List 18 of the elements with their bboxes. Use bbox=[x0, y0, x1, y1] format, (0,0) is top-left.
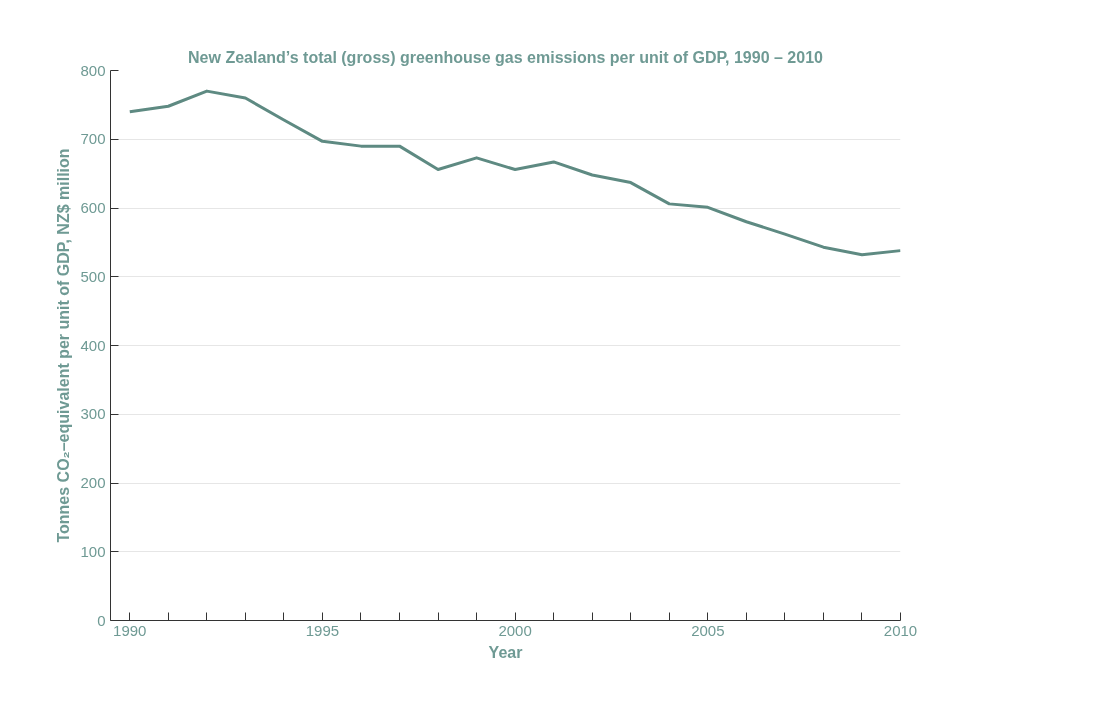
y-tick-label: 800 bbox=[80, 61, 106, 79]
y-tick-label: 700 bbox=[80, 130, 106, 148]
chart-title: New Zealand’s total (gross) greenhouse gas emissions per unit of GDP, 1990 – 2010 bbox=[188, 48, 824, 66]
y-tick-label: 200 bbox=[80, 474, 106, 491]
y-tick-label: 400 bbox=[80, 336, 106, 354]
x-tick-label: 2005 bbox=[691, 621, 725, 639]
y-tick-label: 300 bbox=[80, 405, 106, 423]
y-tick-label: 0 bbox=[97, 611, 106, 629]
x-tick-label: 2010 bbox=[883, 621, 918, 639]
x-axis-title: Year bbox=[488, 643, 523, 661]
y-tick-label: 100 bbox=[80, 542, 106, 560]
line-series bbox=[128, 89, 901, 257]
x-tick-label: 2000 bbox=[498, 621, 532, 639]
y-axis-title: Tonnes CO₂–equivalent per unit of GDP, NZ$ million bbox=[55, 148, 73, 543]
y-tick-label: 600 bbox=[80, 199, 106, 216]
x-tick-label: 1990 bbox=[113, 621, 147, 639]
x-tick-label: 1995 bbox=[305, 621, 340, 639]
y-tick-label: 500 bbox=[80, 267, 106, 285]
